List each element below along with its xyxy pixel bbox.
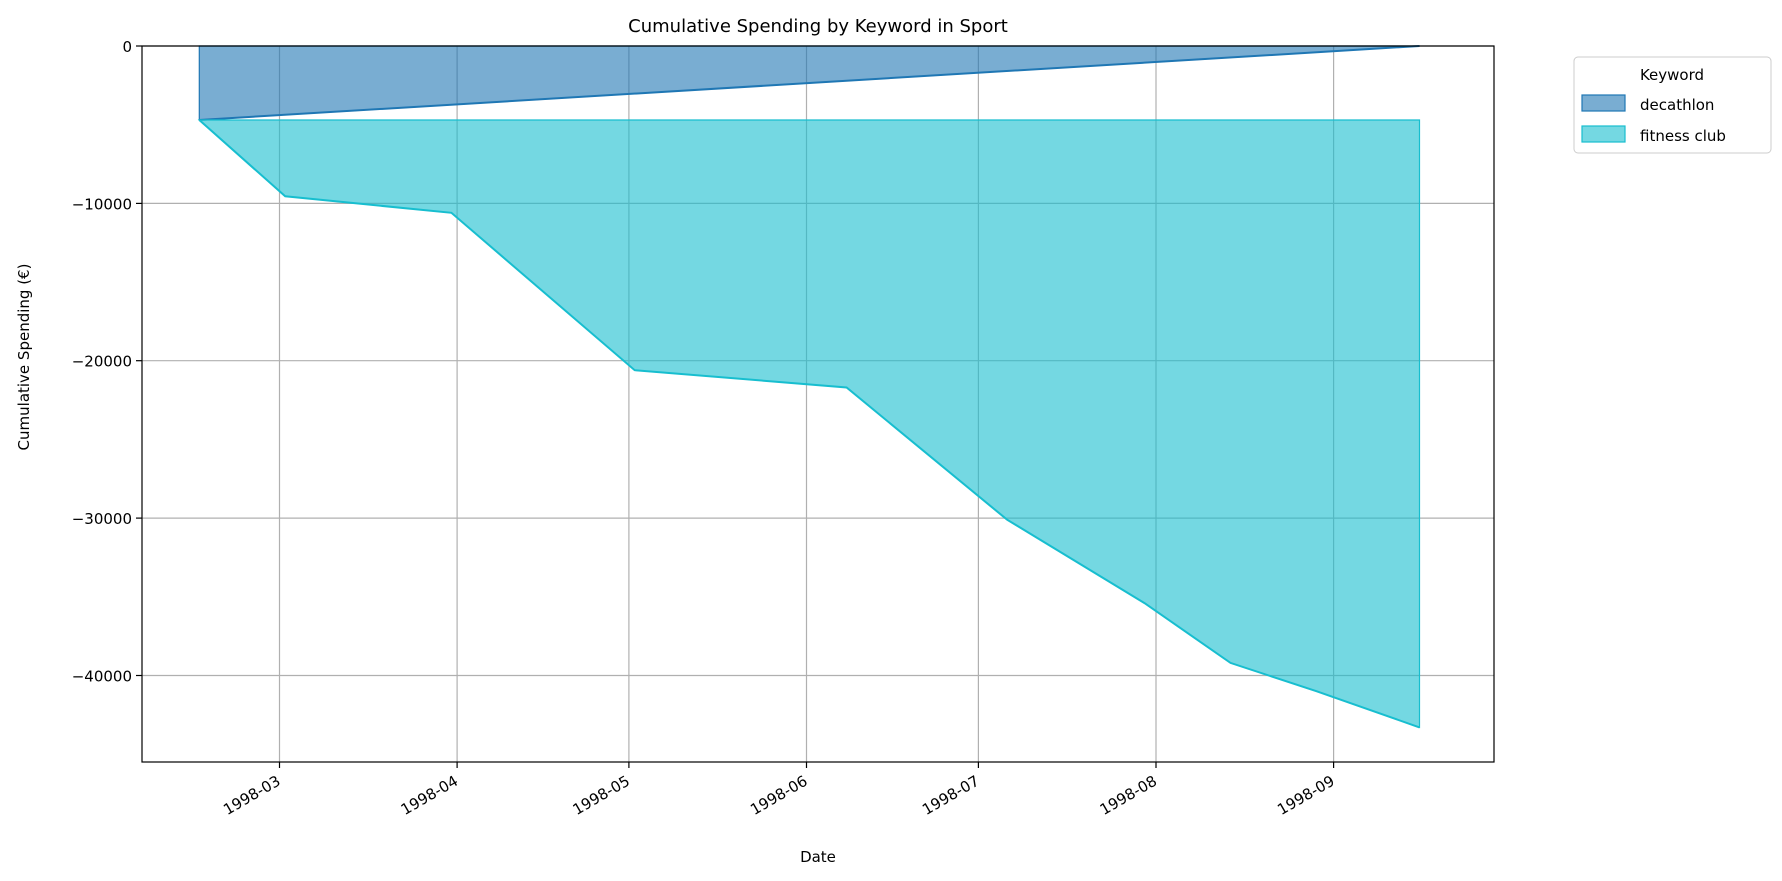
x-axis-label: Date (800, 848, 836, 866)
y-tick-label: −40000 (72, 668, 132, 686)
y-tick-label: 0 (122, 38, 132, 56)
legend: Keyword decathlon fitness club (1573, 56, 1772, 154)
legend-swatch-decathlon (1581, 94, 1626, 112)
y-tick-label: −20000 (72, 353, 132, 371)
line-decathlon (199, 45, 1420, 121)
legend-title: Keyword (1640, 66, 1704, 84)
legend-label-fitness-club: fitness club (1640, 127, 1726, 145)
plot-frame (141, 45, 1495, 763)
y-tick-label: −30000 (72, 510, 132, 528)
y-axis-label: Cumulative Spending (€) (15, 264, 33, 451)
legend-label-decathlon: decathlon (1640, 96, 1714, 114)
legend-swatch-fitness-club (1581, 125, 1626, 143)
chart-title: Cumulative Spending by Keyword in Sport (628, 16, 1008, 37)
y-tick-label: −10000 (72, 195, 132, 213)
line-fitness-club (198, 119, 1420, 729)
